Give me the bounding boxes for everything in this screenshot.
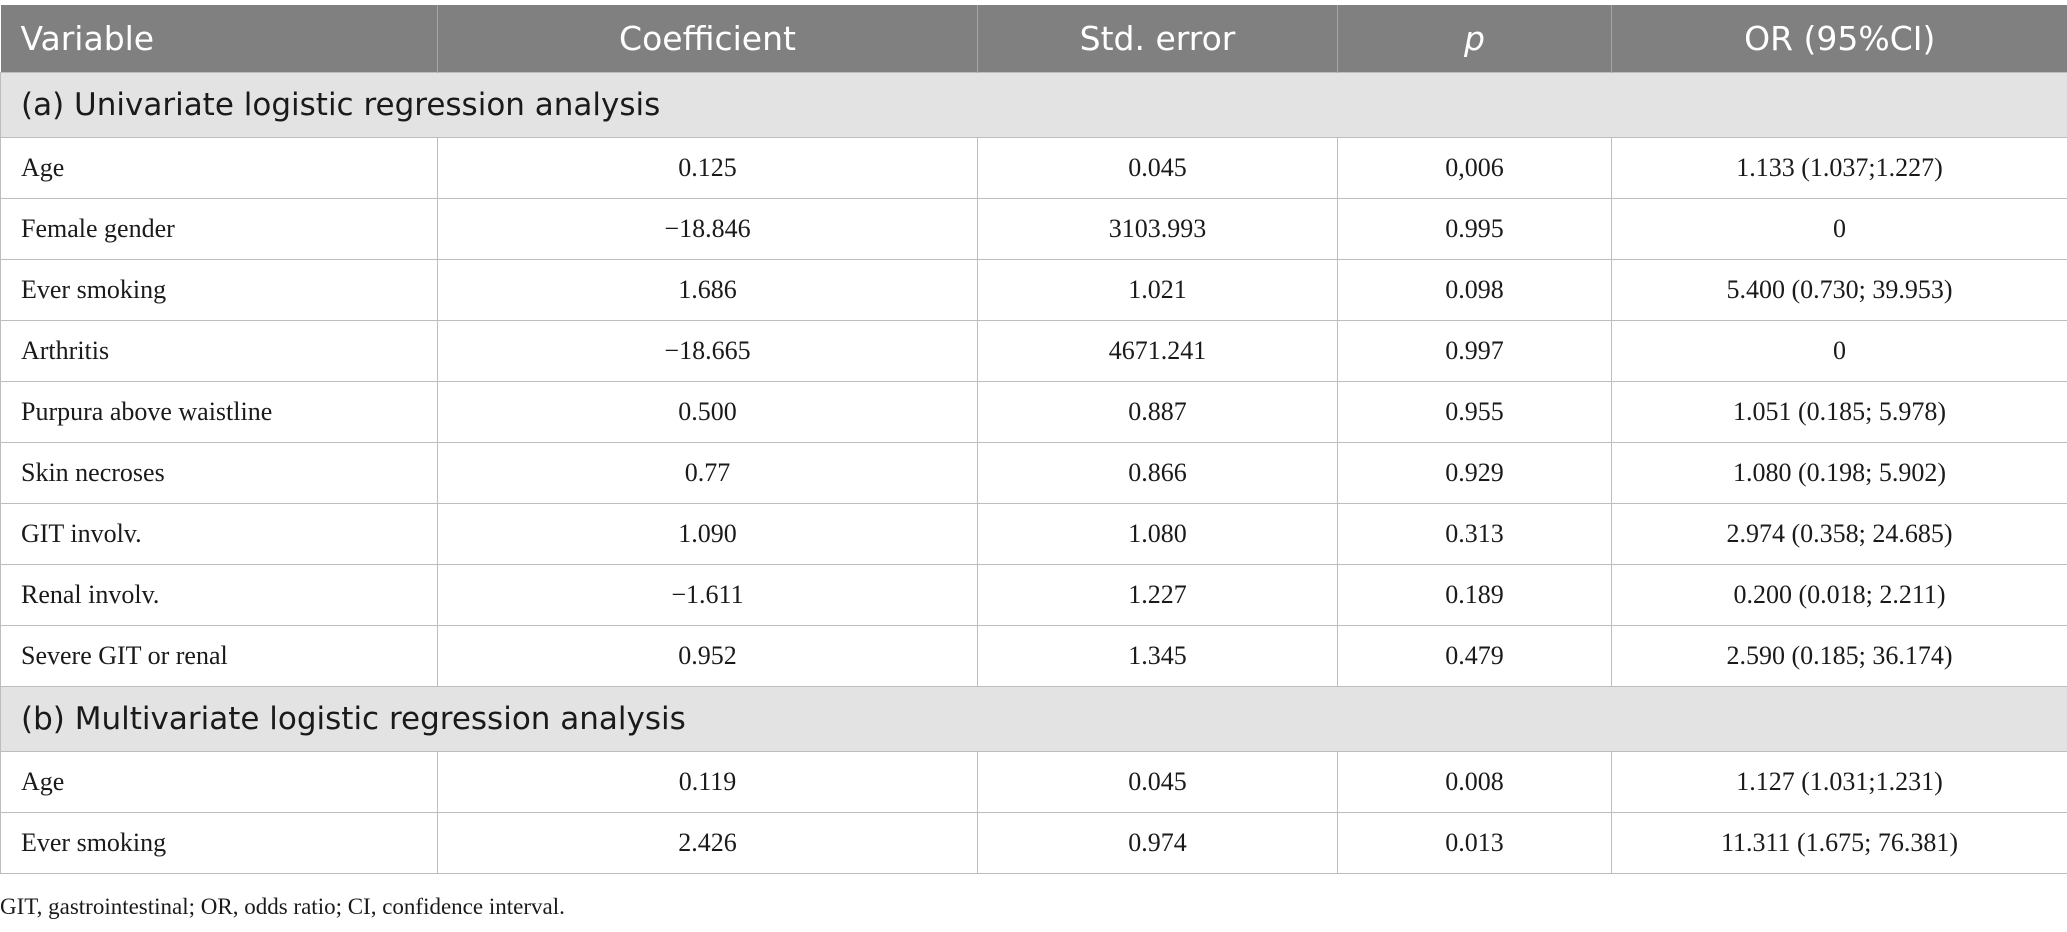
cell-std-error: 1.021 xyxy=(977,259,1338,321)
cell-coefficient: −1.611 xyxy=(437,564,978,626)
header-std-error: Std. error xyxy=(977,5,1338,73)
section-title: (a) Univariate logistic regression analy… xyxy=(0,72,2067,138)
table-row: Ever smoking 2.426 0.974 0.013 11.311 (1… xyxy=(0,812,2067,874)
header-p: p xyxy=(1337,5,1612,73)
section-header-univariate: (a) Univariate logistic regression analy… xyxy=(0,72,2067,138)
section-title: (b) Multivariate logistic regression ana… xyxy=(0,686,2067,752)
cell-variable: Skin necroses xyxy=(0,442,438,504)
cell-std-error: 1.080 xyxy=(977,503,1338,565)
cell-variable: GIT involv. xyxy=(0,503,438,565)
cell-coefficient: −18.665 xyxy=(437,320,978,382)
cell-std-error: 3103.993 xyxy=(977,198,1338,260)
cell-or-ci: 11.311 (1.675; 76.381) xyxy=(1611,812,2067,874)
cell-p: 0.013 xyxy=(1337,812,1612,874)
cell-coefficient: 0.77 xyxy=(437,442,978,504)
regression-table: Variable Coefficient Std. error p OR (95… xyxy=(0,5,2067,874)
cell-coefficient: 1.090 xyxy=(437,503,978,565)
table-row: Purpura above waistline 0.500 0.887 0.95… xyxy=(0,381,2067,443)
cell-variable: Age xyxy=(0,751,438,813)
table-row: Age 0.119 0.045 0.008 1.127 (1.031;1.231… xyxy=(0,751,2067,813)
cell-std-error: 0.887 xyxy=(977,381,1338,443)
cell-p: 0.479 xyxy=(1337,625,1612,687)
table-row: Age 0.125 0.045 0,006 1.133 (1.037;1.227… xyxy=(0,137,2067,199)
cell-variable: Arthritis xyxy=(0,320,438,382)
cell-std-error: 0.866 xyxy=(977,442,1338,504)
cell-coefficient: 1.686 xyxy=(437,259,978,321)
cell-or-ci: 5.400 (0.730; 39.953) xyxy=(1611,259,2067,321)
cell-std-error: 1.345 xyxy=(977,625,1338,687)
cell-p: 0.995 xyxy=(1337,198,1612,260)
cell-coefficient: 0.125 xyxy=(437,137,978,199)
header-variable: Variable xyxy=(0,5,438,73)
cell-std-error: 1.227 xyxy=(977,564,1338,626)
section-header-multivariate: (b) Multivariate logistic regression ana… xyxy=(0,686,2067,752)
cell-p: 0.929 xyxy=(1337,442,1612,504)
cell-variable: Age xyxy=(0,137,438,199)
cell-variable: Severe GIT or renal xyxy=(0,625,438,687)
cell-or-ci: 1.080 (0.198; 5.902) xyxy=(1611,442,2067,504)
cell-std-error: 4671.241 xyxy=(977,320,1338,382)
cell-variable: Purpura above waistline xyxy=(0,381,438,443)
cell-std-error: 0.974 xyxy=(977,812,1338,874)
header-or-ci: OR (95%CI) xyxy=(1611,5,2067,73)
cell-coefficient: 0.119 xyxy=(437,751,978,813)
header-coefficient: Coefficient xyxy=(437,5,978,73)
table-row: GIT involv. 1.090 1.080 0.313 2.974 (0.3… xyxy=(0,503,2067,565)
regression-table-container: Variable Coefficient Std. error p OR (95… xyxy=(0,5,2067,874)
table-row: Renal involv. −1.611 1.227 0.189 0.200 (… xyxy=(0,564,2067,626)
cell-coefficient: 0.500 xyxy=(437,381,978,443)
cell-or-ci: 0 xyxy=(1611,320,2067,382)
cell-p: 0.008 xyxy=(1337,751,1612,813)
cell-or-ci: 0.200 (0.018; 2.211) xyxy=(1611,564,2067,626)
cell-variable: Female gender xyxy=(0,198,438,260)
cell-p: 0.189 xyxy=(1337,564,1612,626)
cell-variable: Renal involv. xyxy=(0,564,438,626)
table-row: Ever smoking 1.686 1.021 0.098 5.400 (0.… xyxy=(0,259,2067,321)
cell-or-ci: 1.133 (1.037;1.227) xyxy=(1611,137,2067,199)
cell-p: 0.098 xyxy=(1337,259,1612,321)
cell-or-ci: 0 xyxy=(1611,198,2067,260)
cell-p: 0.955 xyxy=(1337,381,1612,443)
cell-variable: Ever smoking xyxy=(0,259,438,321)
table-row: Arthritis −18.665 4671.241 0.997 0 xyxy=(0,320,2067,382)
header-row: Variable Coefficient Std. error p OR (95… xyxy=(0,5,2067,73)
table-row: Severe GIT or renal 0.952 1.345 0.479 2.… xyxy=(0,625,2067,687)
cell-or-ci: 2.590 (0.185; 36.174) xyxy=(1611,625,2067,687)
cell-std-error: 0.045 xyxy=(977,137,1338,199)
table-row: Female gender −18.846 3103.993 0.995 0 xyxy=(0,198,2067,260)
cell-or-ci: 1.051 (0.185; 5.978) xyxy=(1611,381,2067,443)
cell-coefficient: 2.426 xyxy=(437,812,978,874)
cell-coefficient: 0.952 xyxy=(437,625,978,687)
table-row: Skin necroses 0.77 0.866 0.929 1.080 (0.… xyxy=(0,442,2067,504)
cell-coefficient: −18.846 xyxy=(437,198,978,260)
cell-p: 0,006 xyxy=(1337,137,1612,199)
cell-p: 0.313 xyxy=(1337,503,1612,565)
cell-variable: Ever smoking xyxy=(0,812,438,874)
cell-p: 0.997 xyxy=(1337,320,1612,382)
cell-or-ci: 1.127 (1.031;1.231) xyxy=(1611,751,2067,813)
cell-std-error: 0.045 xyxy=(977,751,1338,813)
cell-or-ci: 2.974 (0.358; 24.685) xyxy=(1611,503,2067,565)
table-footnote: GIT, gastrointestinal; OR, odds ratio; C… xyxy=(0,894,565,919)
